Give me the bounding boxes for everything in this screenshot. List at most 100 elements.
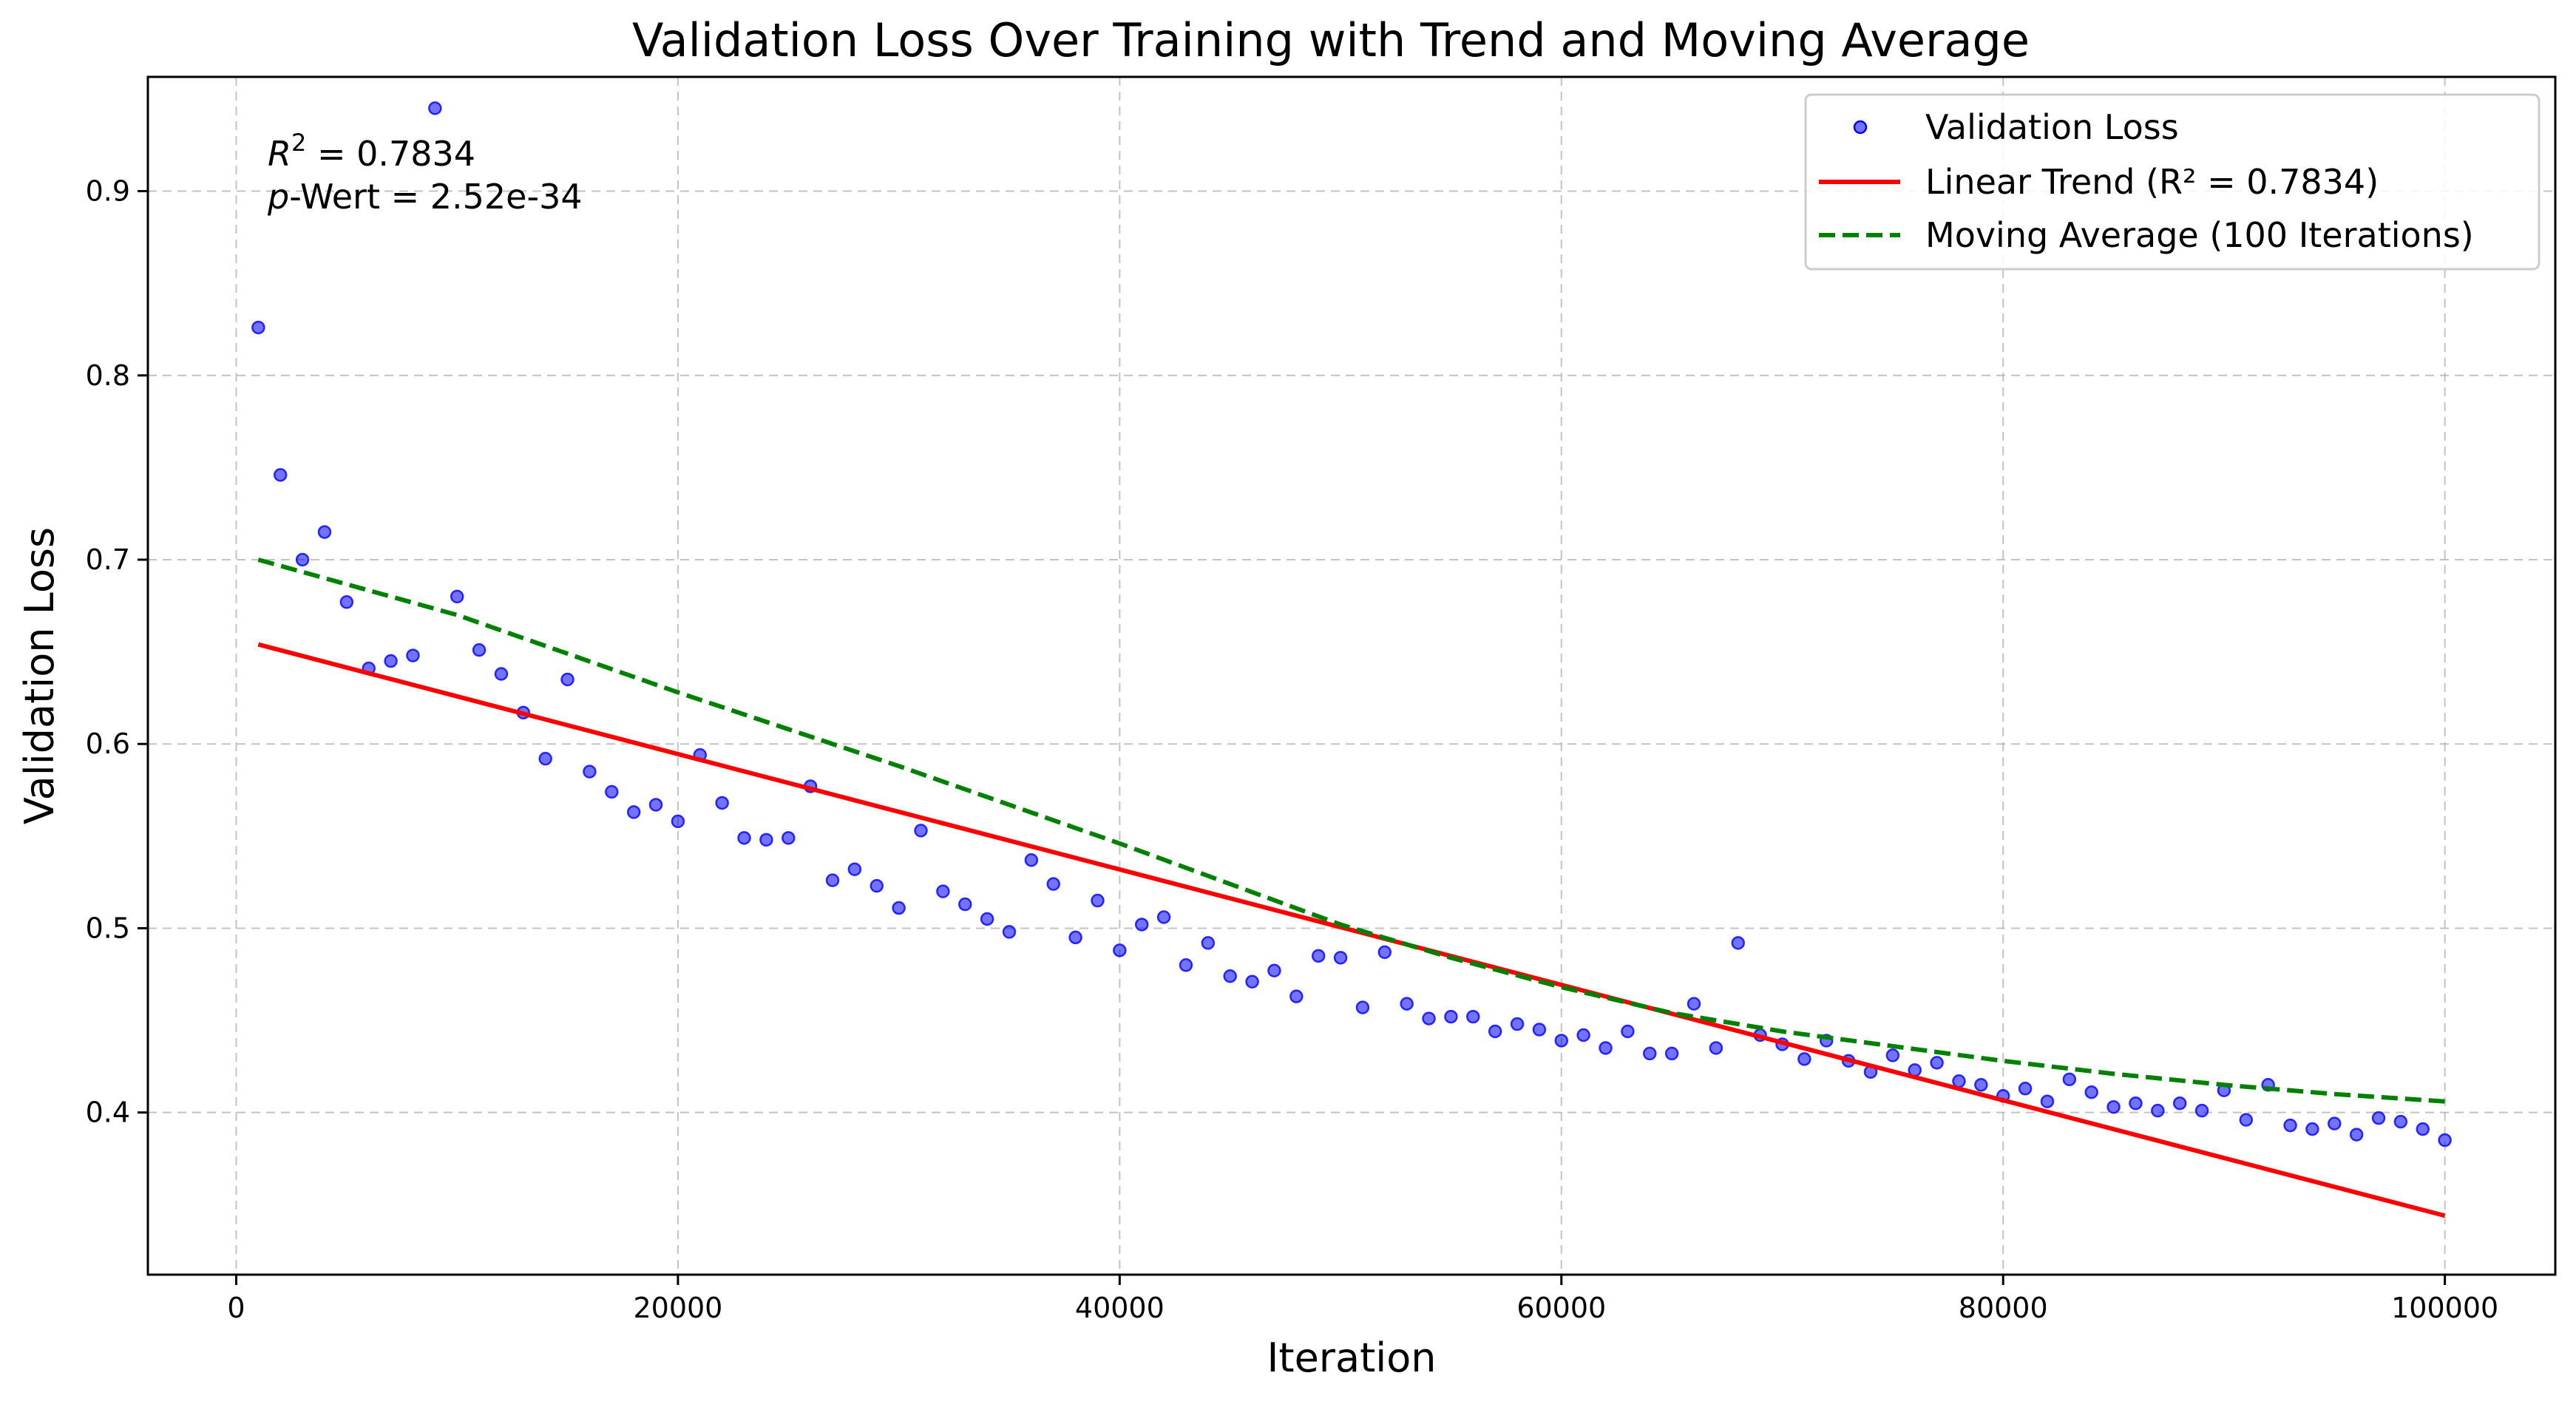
validation-loss-point: [1930, 1056, 1944, 1070]
validation-loss-point: [583, 764, 597, 779]
validation-loss-point: [2151, 1103, 2165, 1118]
validation-loss-point: [1554, 1034, 1569, 1048]
legend-label-moving-average: Moving Average (100 Iterations): [1925, 215, 2474, 255]
plot-frame: [146, 75, 2557, 1276]
validation-loss-point: [1797, 1052, 1811, 1066]
validation-loss-point: [251, 320, 265, 335]
validation-loss-point: [295, 552, 310, 567]
validation-loss-point: [1422, 1011, 1436, 1025]
y-tick-label: 0.7: [86, 543, 130, 576]
validation-loss-point: [384, 654, 398, 668]
validation-loss-point: [1113, 943, 1127, 957]
chart-title: Validation Loss Over Training with Trend…: [632, 13, 2030, 67]
x-tick-label: 20000: [633, 1292, 722, 1324]
validation-loss-point: [2283, 1118, 2297, 1133]
validation-loss-point: [1091, 893, 1105, 908]
validation-loss-point: [2371, 1111, 2386, 1125]
y-tick-label: 0.8: [86, 359, 130, 392]
validation-loss-point: [1731, 936, 1746, 950]
validation-loss-point: [1267, 963, 1281, 978]
validation-loss-point: [892, 901, 906, 915]
validation-loss-point: [1488, 1024, 1502, 1039]
validation-loss-point: [957, 897, 972, 912]
validation-loss-point: [737, 831, 751, 845]
validation-loss-point: [2018, 1082, 2033, 1096]
validation-loss-point: [914, 824, 928, 838]
r-squared-symbol: R: [268, 134, 291, 174]
validation-loss-point: [1466, 1009, 1480, 1024]
validation-loss-point: [1134, 918, 1149, 932]
validation-loss-point: [1223, 969, 1237, 983]
validation-loss-point: [494, 667, 509, 681]
linear-trend-line: [257, 642, 2446, 1218]
y-tick-label: 0.6: [86, 728, 130, 760]
r-squared-annotation: R2 = 0.7834: [268, 129, 475, 174]
validation-loss-point: [825, 873, 840, 887]
legend-label-linear-trend: Linear Trend (R² = 0.7834): [1925, 162, 2379, 202]
axis-ticks: 0 20000 40000 60000 80000 100000 0.4 0.5 0.6 0.7 0…: [86, 175, 2499, 1324]
p-value-symbol: p: [267, 177, 289, 217]
validation-loss-point: [2194, 1103, 2209, 1118]
validation-loss-point: [1687, 997, 1701, 1011]
legend-label-validation-loss: Validation Loss: [1925, 107, 2179, 147]
validation-loss-point: [406, 648, 420, 662]
validation-loss-point: [1952, 1074, 1966, 1088]
validation-loss-point: [1510, 1017, 1525, 1031]
validation-loss-point: [2328, 1116, 2342, 1130]
validation-loss-point: [1444, 1009, 1458, 1024]
validation-loss-point: [1532, 1023, 1547, 1037]
legend-marker-validation-loss: [1853, 120, 1868, 135]
validation-loss-point: [538, 751, 552, 766]
validation-loss-point: [273, 468, 288, 482]
validation-loss-point: [1333, 951, 1348, 965]
validation-loss-point: [450, 589, 464, 604]
validation-loss-point: [715, 796, 729, 810]
p-value-annotation: p-Wert = 2.52e-34: [267, 177, 583, 217]
validation-loss-point: [1377, 945, 1392, 960]
validation-loss-point: [626, 805, 641, 819]
r-squared-superscript: 2: [291, 129, 306, 157]
validation-loss-point: [648, 798, 663, 812]
plot-series: [251, 101, 2452, 1218]
validation-loss-point: [1068, 930, 1082, 945]
validation-loss-point: [980, 912, 994, 926]
validation-loss-point: [472, 643, 487, 657]
validation-loss-point: [1156, 910, 1171, 924]
validation-loss-point: [870, 878, 884, 893]
p-value-text: -Wert = 2.52e-34: [289, 177, 582, 217]
validation-loss-point: [2305, 1122, 2319, 1136]
validation-loss-point: [1179, 958, 1193, 972]
validation-loss-point: [1201, 936, 1216, 950]
x-tick-label: 0: [227, 1292, 245, 1324]
validation-loss-point: [2106, 1099, 2121, 1114]
y-tick-label: 0.4: [86, 1096, 130, 1129]
validation-loss-point: [1664, 1046, 1679, 1061]
validation-loss-point: [2239, 1113, 2254, 1127]
legend-box: [1804, 93, 2541, 271]
validation-loss-point: [1643, 1046, 1657, 1061]
legend: Validation Loss Linear Trend (R² = 0.783…: [1804, 93, 2541, 271]
validation-loss-point: [671, 814, 685, 829]
validation-loss-point: [2062, 1072, 2077, 1087]
validation-loss-point: [759, 833, 773, 847]
validation-loss-point: [2172, 1096, 2187, 1111]
validation-loss-point: [2349, 1128, 2364, 1142]
validation-loss-point: [782, 831, 796, 845]
validation-loss-point: [1245, 974, 1259, 989]
validation-loss-point: [847, 862, 862, 876]
y-tick-label: 0.9: [86, 175, 130, 208]
validation-loss-point: [605, 784, 619, 799]
validation-loss-point: [317, 525, 332, 539]
validation-loss-point: [1621, 1024, 1635, 1039]
validation-loss-point: [1974, 1078, 1988, 1092]
validation-loss-point: [1311, 949, 1326, 963]
r-squared-value: = 0.7834: [306, 134, 475, 174]
validation-loss-point: [2040, 1094, 2055, 1108]
validation-loss-point: [1046, 877, 1060, 891]
validation-loss-point: [1576, 1028, 1590, 1042]
x-axis-label: Iteration: [1267, 1335, 1436, 1381]
validation-loss-point: [1289, 989, 1304, 1003]
validation-loss-point: [2393, 1114, 2408, 1129]
moving-average-line: [257, 557, 2445, 1104]
